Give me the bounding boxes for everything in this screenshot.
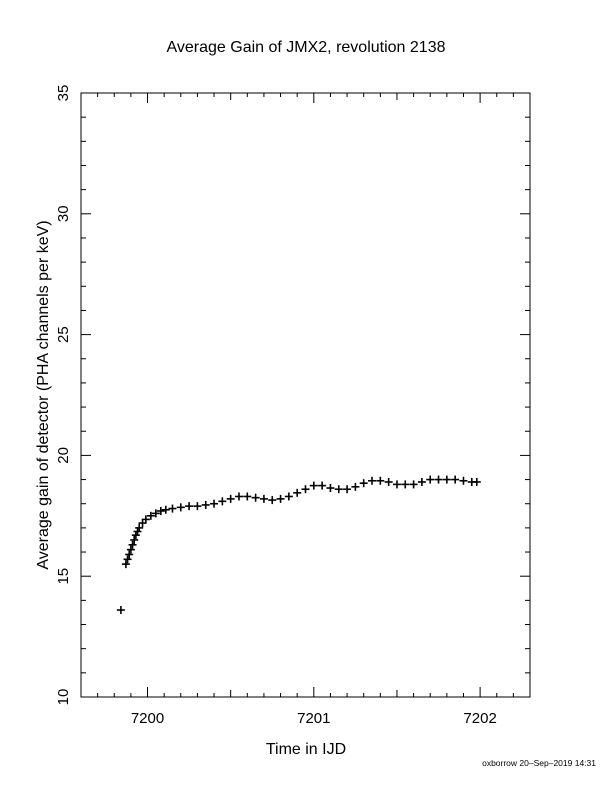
- data-point: [185, 502, 194, 511]
- x-axis-label: Time in IJD: [266, 741, 346, 758]
- data-point: [126, 545, 135, 554]
- data-point: [392, 480, 401, 489]
- data-point: [309, 481, 318, 490]
- data-point: [133, 527, 142, 536]
- data-point: [146, 511, 155, 520]
- data-point: [318, 481, 327, 490]
- data-point: [384, 477, 393, 486]
- y-tick-label: 15: [55, 568, 72, 585]
- x-axis-ticks: 7200 7201 7202: [80, 93, 531, 727]
- data-point: [125, 550, 134, 559]
- data-point: [116, 606, 125, 615]
- data-point: [128, 540, 137, 549]
- data-point: [442, 475, 451, 484]
- data-point: [151, 509, 160, 518]
- data-point: [218, 497, 227, 506]
- data-point: [293, 488, 302, 497]
- data-point: [259, 494, 268, 503]
- data-point: [135, 523, 144, 532]
- data-point: [210, 499, 219, 508]
- data-point: [351, 482, 360, 491]
- data-point: [131, 531, 140, 540]
- y-axis-ticks: 10 15 20 25 30 35: [55, 85, 530, 706]
- data-series: [116, 475, 481, 615]
- data-point: [326, 484, 335, 493]
- data-point: [161, 505, 170, 514]
- y-axis-label: Average gain of detector (PHA channels p…: [35, 220, 52, 569]
- data-point: [368, 476, 377, 485]
- data-point: [168, 504, 177, 513]
- y-tick-label: 10: [55, 689, 72, 706]
- data-point: [284, 492, 293, 501]
- x-tick-label: 7202: [463, 710, 496, 727]
- data-point: [176, 503, 185, 512]
- data-point: [472, 477, 481, 486]
- data-point: [376, 476, 385, 485]
- data-point: [251, 493, 260, 502]
- data-point: [301, 485, 310, 494]
- data-point: [334, 485, 343, 494]
- data-point: [401, 480, 410, 489]
- data-point: [123, 555, 132, 564]
- plot-frame: [80, 92, 531, 698]
- data-point: [426, 475, 435, 484]
- x-tick-label: 7200: [131, 710, 164, 727]
- data-point: [451, 475, 460, 484]
- data-point: [234, 492, 243, 501]
- data-point: [276, 494, 285, 503]
- data-point: [141, 515, 150, 524]
- data-point: [409, 480, 418, 489]
- data-point: [201, 500, 210, 509]
- data-point: [417, 477, 426, 486]
- data-point: [130, 535, 139, 544]
- data-point: [434, 475, 443, 484]
- data-point: [359, 479, 368, 488]
- data-point: [193, 502, 202, 511]
- data-point: [268, 496, 277, 505]
- footer-credit: oxborrow 20–Sep–2019 14:31: [482, 758, 596, 768]
- y-tick-label: 35: [55, 85, 72, 102]
- data-point: [226, 494, 235, 503]
- y-tick-label: 30: [55, 205, 72, 222]
- data-point: [121, 560, 130, 569]
- data-point: [243, 492, 252, 501]
- data-point: [459, 476, 468, 485]
- data-point: [343, 485, 352, 494]
- y-tick-label: 20: [55, 447, 72, 464]
- data-point: [156, 506, 165, 515]
- chart-title: Average Gain of JMX2, revolution 2138: [167, 39, 446, 56]
- x-tick-label: 7201: [297, 710, 330, 727]
- y-tick-label: 25: [55, 326, 72, 343]
